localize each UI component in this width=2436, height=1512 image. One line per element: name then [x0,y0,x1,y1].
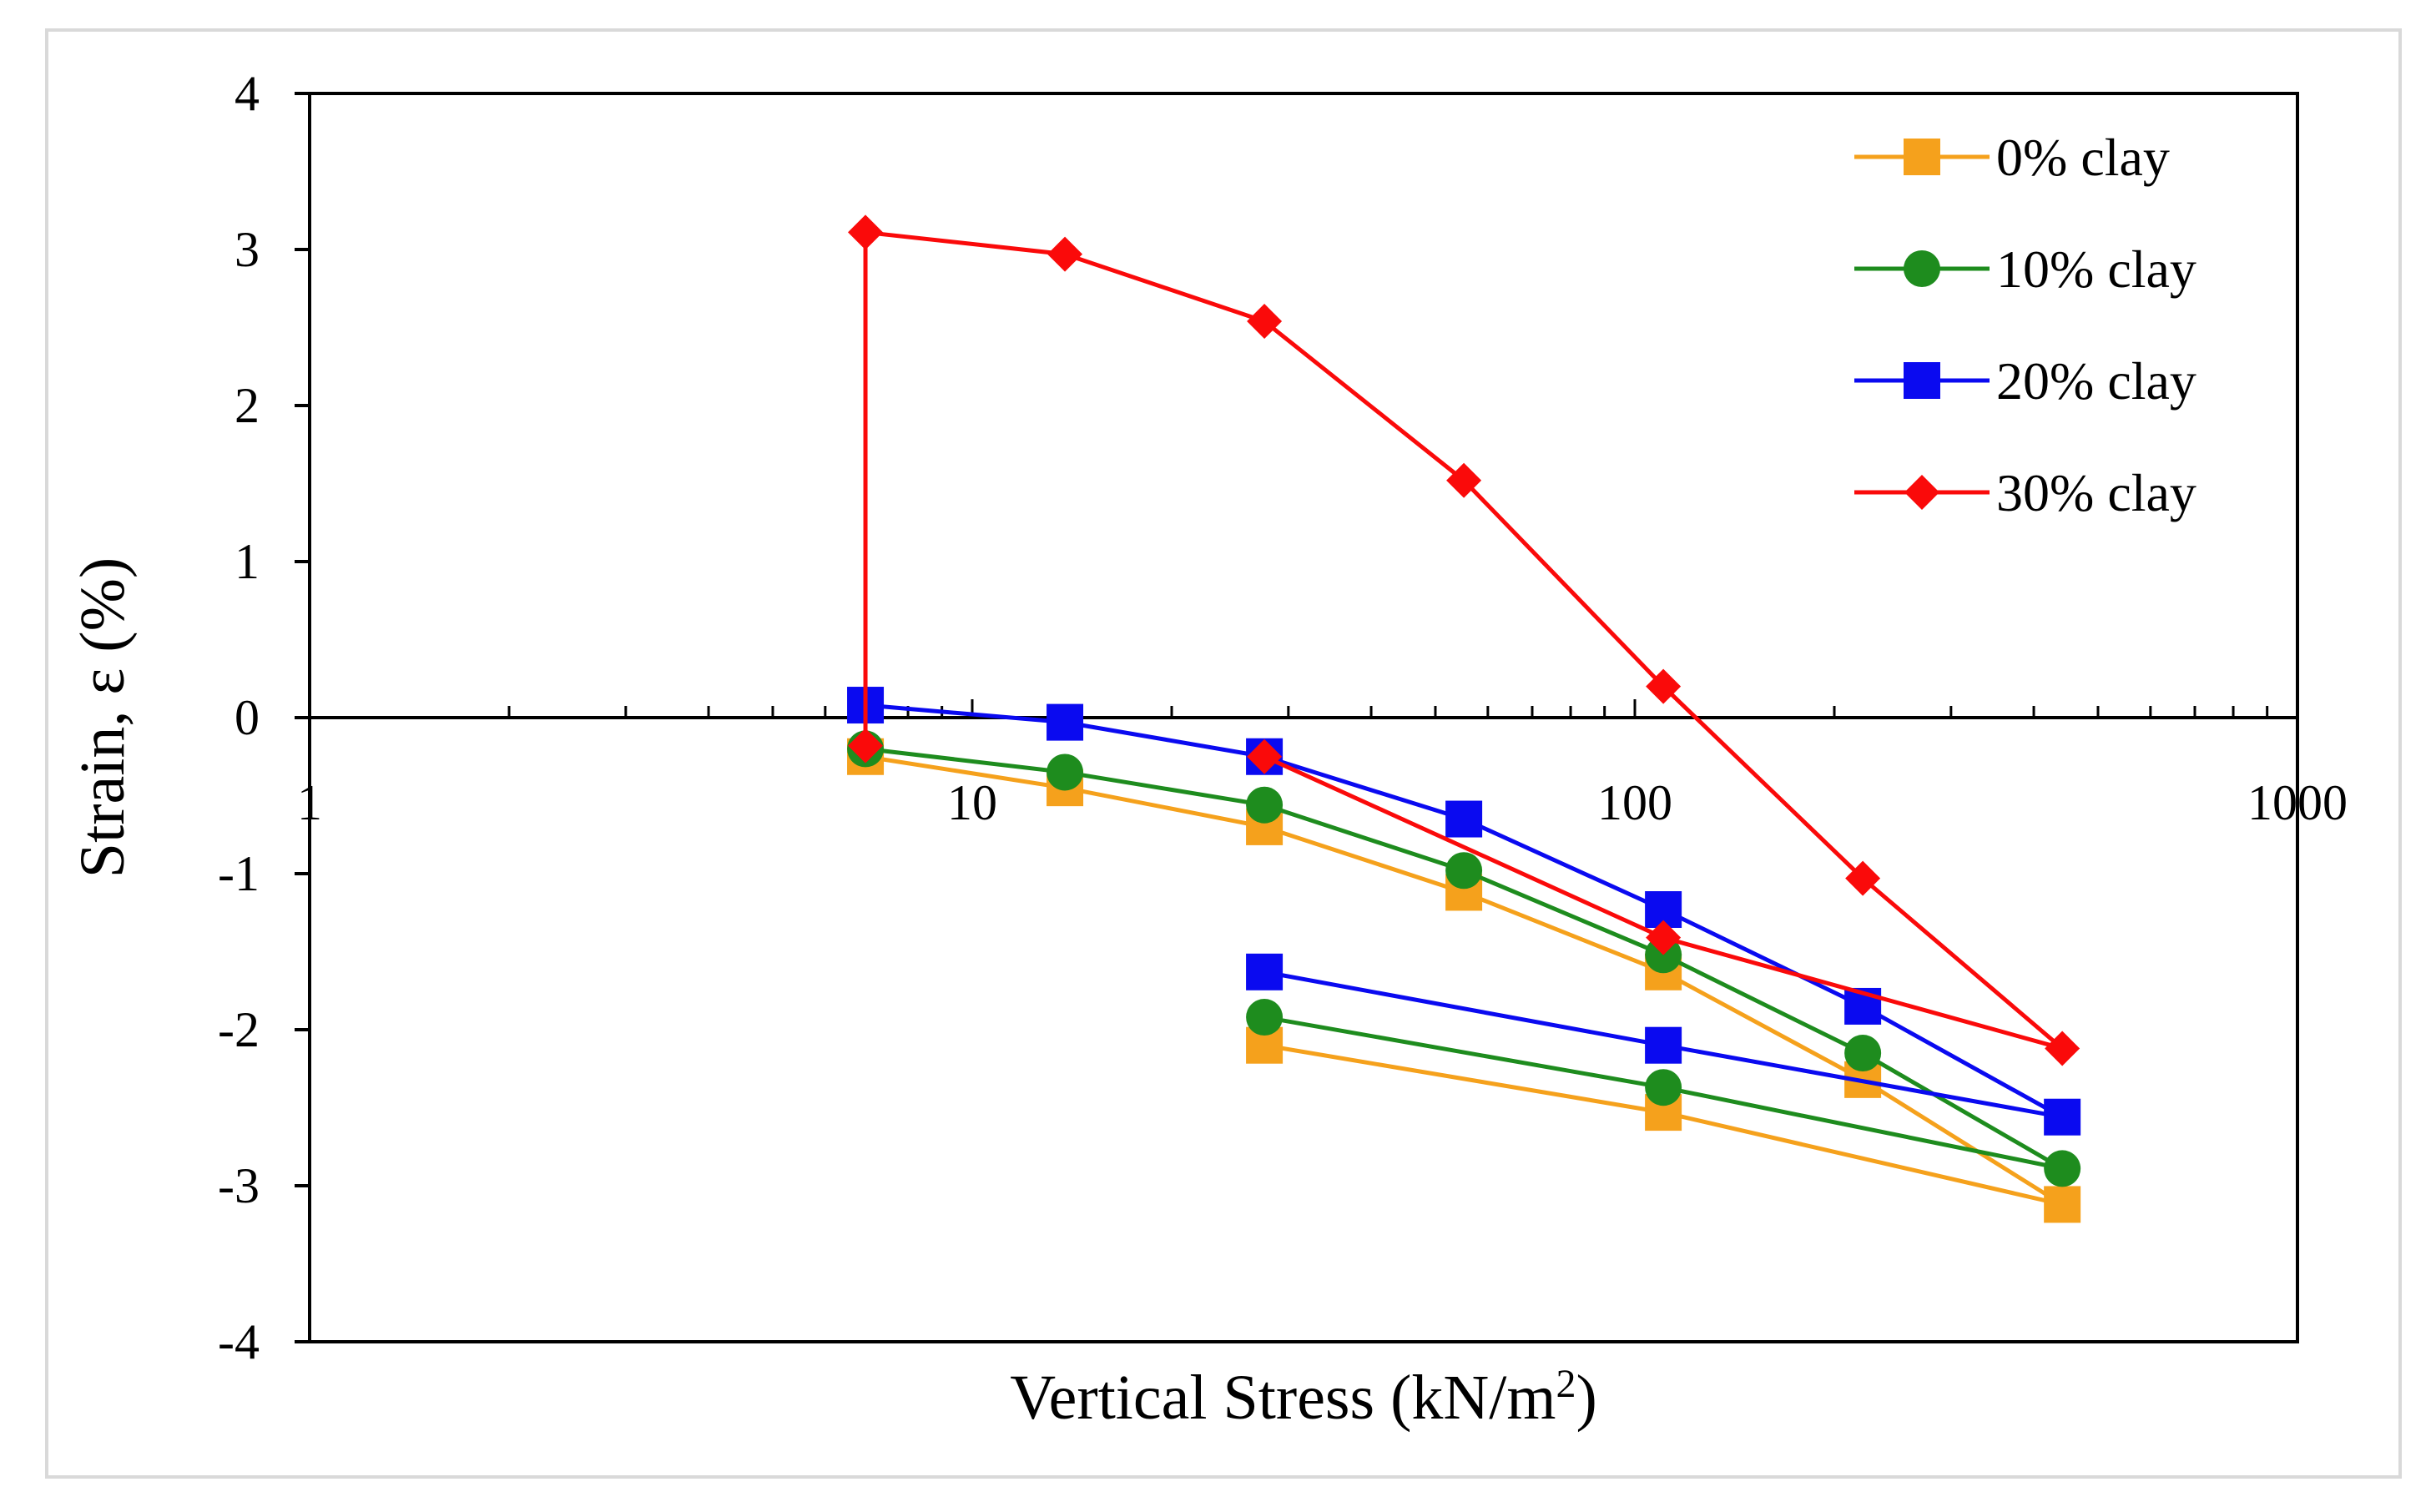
x-tick-label: 100 [1597,775,1672,830]
legend-item: 20% clay [1854,351,2196,411]
data-point [1047,703,1084,741]
series-3 [848,214,2080,1066]
data-point [848,728,884,764]
series-layer [847,214,2081,1223]
y-tick-label: -1 [218,846,260,901]
legend-label: 20% clay [1996,351,2196,411]
y-tick-label: 0 [235,690,260,745]
data-point [1246,999,1284,1036]
x-axis-title: Vertical Stress (kN/m2) [1010,1362,1597,1433]
y-tick-group: 4 3 2 1 0 -1 -2 -3 -4 [218,66,310,1369]
data-point [1645,1069,1682,1106]
data-point [1645,1026,1682,1064]
y-tick-label: 1 [235,534,260,589]
legend-marker [1904,475,1939,510]
legend-label: 10% clay [1996,239,2196,299]
data-point [1445,852,1483,890]
chart-frame [45,28,2402,1479]
legend: 0% clay 10% clay 20% clay 30% clay [1854,128,2196,522]
data-point [1844,1035,1882,1072]
legend-item: 30% clay [1854,463,2196,522]
legend-marker [1904,250,1940,287]
data-point [1246,786,1284,824]
data-point [2045,1031,2080,1066]
data-point [1646,668,1682,704]
series-line [863,229,2065,1051]
data-point [2044,1186,2081,1223]
y-tick-label: 2 [235,378,260,433]
y-tick-label: -3 [218,1158,260,1213]
data-point [1047,753,1084,791]
legend-marker [1904,139,1940,175]
x-tick-label: 10 [947,775,997,830]
legend-item: 0% clay [1854,128,2170,187]
data-point [1445,800,1483,838]
data-point [2044,1150,2081,1187]
legend-label: 30% clay [1996,463,2196,522]
data-point [1446,462,1482,498]
y-tick-label: -4 [218,1314,260,1369]
series-line [865,703,2065,1120]
data-point [1646,920,1682,955]
data-point [848,214,884,250]
series-1 [847,730,2081,1187]
x-axis-title-superscript: 2 [1556,1362,1576,1406]
data-point [2044,1098,2081,1136]
y-axis-title: Strain, ε (%) [68,557,138,878]
data-point [1247,738,1283,774]
y-tick-label: -2 [218,1002,260,1057]
data-point [1047,236,1083,272]
legend-label: 0% clay [1996,128,2170,187]
x-tick-label: 1 [297,775,322,830]
legend-item: 10% clay [1854,239,2196,299]
x-tick-label: 1000 [2247,775,2348,830]
y-tick-label: 4 [235,66,260,121]
series-2 [847,687,2081,1136]
legend-marker [1904,362,1940,399]
data-point [1247,304,1283,340]
data-point [1246,953,1284,990]
data-point [1845,860,1881,896]
x-tick-group: 1 10 100 1000 [297,699,2348,830]
y-tick-label: 3 [235,222,260,277]
